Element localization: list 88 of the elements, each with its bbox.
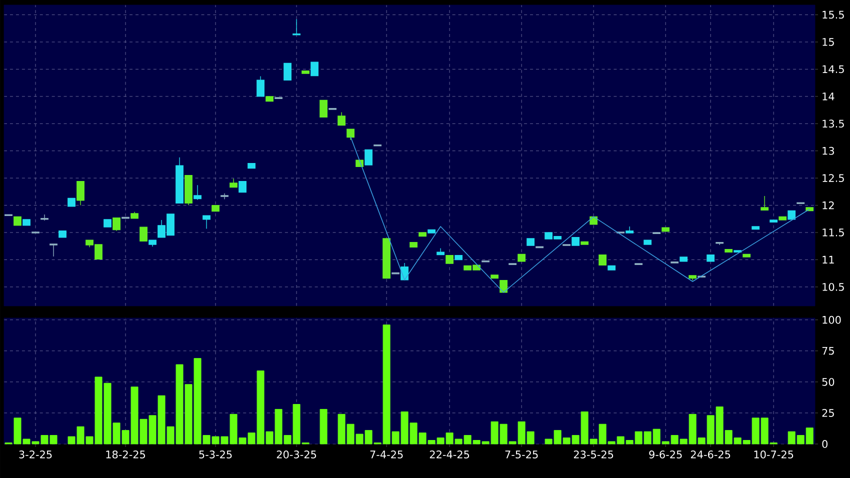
candlestick xyxy=(310,62,318,76)
x-tick-label: 3-2-25 xyxy=(19,450,52,458)
x-tick-label: 7-5-25 xyxy=(505,450,538,458)
candlestick xyxy=(130,211,138,219)
candlestick xyxy=(436,248,445,256)
y-tick-label: 13 xyxy=(822,146,834,155)
candlestick xyxy=(212,204,220,212)
candlestick xyxy=(14,216,22,226)
candlestick xyxy=(770,220,778,223)
candlestick xyxy=(292,18,300,36)
candlestick xyxy=(140,226,148,242)
y-tick-label: 15.5 xyxy=(822,10,844,19)
candlestick xyxy=(778,216,787,220)
candlestick xyxy=(220,192,228,200)
candlestick xyxy=(112,217,120,232)
candlestick xyxy=(40,214,48,221)
y-tick-label: 14 xyxy=(822,92,834,100)
x-tick-label: 10-7-25 xyxy=(754,450,794,458)
x-tick-label: 20-3-25 xyxy=(276,450,316,458)
candlestick xyxy=(148,240,156,248)
candlestick xyxy=(626,226,634,234)
candlestick xyxy=(202,215,210,230)
candlestick xyxy=(580,241,589,245)
candlestick xyxy=(194,184,202,200)
x-tick-label: 5-3-25 xyxy=(199,450,232,458)
x-tick-label: 9-6-25 xyxy=(649,450,682,458)
candlestick xyxy=(68,198,76,207)
candlestick xyxy=(382,238,391,279)
x-tick-label: 24-6-25 xyxy=(690,450,730,458)
y-tick-label: 75 xyxy=(822,346,834,355)
y-tick-label: 12.5 xyxy=(822,174,844,182)
candlestick xyxy=(302,70,310,74)
candlestick xyxy=(50,244,58,257)
candlestick xyxy=(238,180,246,193)
y-tick-label: 14.5 xyxy=(822,65,844,74)
candlestick xyxy=(256,76,264,97)
y-tick-label: 13.5 xyxy=(822,120,844,128)
y-tick-label: 100 xyxy=(822,316,841,324)
candlestick xyxy=(248,163,256,169)
candlestick xyxy=(662,227,670,232)
candlestick xyxy=(500,280,508,293)
y-tick-label: 11 xyxy=(822,256,834,264)
candlestick xyxy=(680,256,688,262)
candlestick xyxy=(320,100,328,118)
candlestick xyxy=(724,249,733,252)
y-tick-label: 12 xyxy=(822,201,834,210)
y-tick-label: 50 xyxy=(822,378,834,386)
y-tick-label: 25 xyxy=(822,408,834,417)
candlestick xyxy=(688,275,697,281)
candlestick xyxy=(410,242,418,248)
candlestick xyxy=(284,62,292,80)
candlestick xyxy=(446,255,454,264)
candlestick xyxy=(184,175,192,206)
line-series xyxy=(350,136,810,293)
candlestick xyxy=(454,255,463,260)
candlestick xyxy=(706,254,715,262)
candlestick xyxy=(518,254,526,262)
candlestick xyxy=(490,274,499,279)
candlestick xyxy=(176,157,184,204)
candlestick xyxy=(364,149,373,166)
candlestick xyxy=(644,240,652,245)
bar xyxy=(320,408,328,444)
x-tick-label: 18-2-25 xyxy=(106,450,146,458)
candlestick xyxy=(346,128,355,140)
candlestick xyxy=(104,219,112,228)
candlestick xyxy=(788,210,796,220)
x-tick-label: 23-5-25 xyxy=(574,450,614,458)
y-tick-label: 15 xyxy=(822,38,834,46)
candlestick xyxy=(752,226,760,230)
candlestick xyxy=(230,178,238,188)
x-tick-label: 22-4-25 xyxy=(430,450,470,458)
candlestick xyxy=(22,219,30,226)
y-tick-label: 0 xyxy=(822,440,828,448)
y-tick-label: 10.5 xyxy=(822,282,844,291)
candlestick xyxy=(266,96,274,102)
candlestick xyxy=(58,230,66,238)
candlestick xyxy=(598,254,607,266)
candlestick xyxy=(76,180,84,206)
candlestick xyxy=(418,232,427,237)
candlestick xyxy=(742,254,751,258)
candlestick xyxy=(760,196,769,211)
candlestick xyxy=(428,229,436,234)
y-tick-label: 11.5 xyxy=(822,228,844,236)
candlestick xyxy=(526,238,535,246)
candlestick xyxy=(338,112,346,126)
candlestick xyxy=(608,265,616,270)
x-tick-label: 7-4-25 xyxy=(370,450,403,458)
candlestick xyxy=(572,237,580,246)
